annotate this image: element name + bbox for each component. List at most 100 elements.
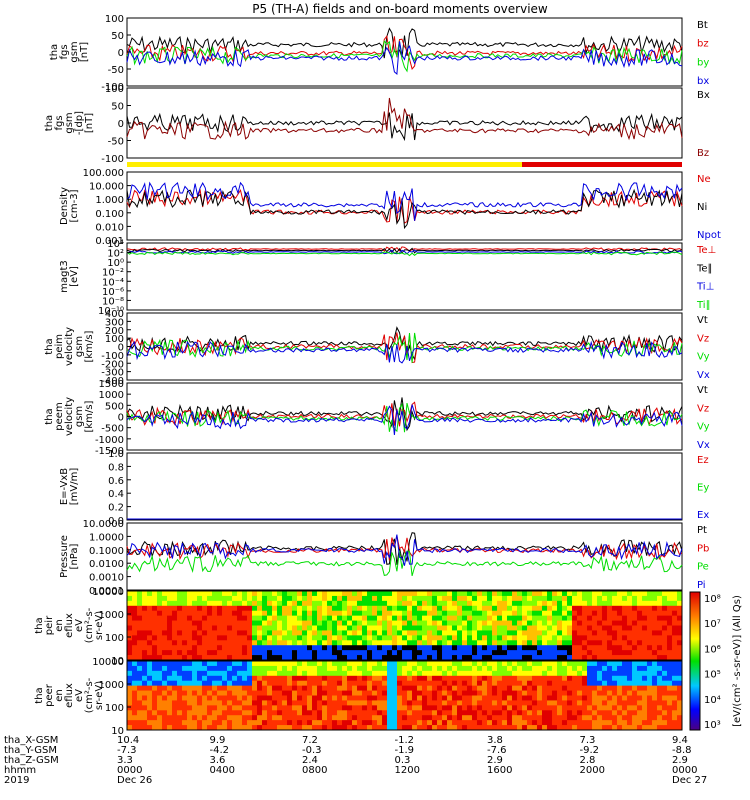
heatmap-cell: [332, 605, 338, 612]
heatmap-cell: [132, 640, 138, 646]
heatmap-cell: [522, 680, 528, 687]
heatmap-cell: [402, 725, 408, 731]
heatmap-cell: [237, 715, 243, 721]
heatmap-cell: [577, 680, 583, 687]
heatmap-cell: [627, 680, 633, 687]
heatmap-cell: [212, 685, 218, 691]
heatmap-cell: [362, 635, 368, 641]
heatmap-cell: [132, 725, 138, 731]
heatmap-cell: [227, 655, 233, 661]
heatmap-cell: [552, 695, 558, 701]
heatmap-cell: [602, 600, 608, 607]
heatmap-cell: [212, 591, 218, 597]
heatmap-cell: [332, 690, 338, 696]
heatmap-cell: [302, 710, 308, 716]
heatmap-cell: [517, 665, 523, 672]
heatmap-cell: [252, 650, 258, 656]
heatmap-cell: [617, 705, 623, 711]
heatmap-cell: [472, 715, 478, 721]
heatmap-cell: [542, 720, 548, 726]
series-line-Npot: [126, 181, 683, 221]
heatmap-cell: [387, 661, 393, 667]
heatmap-cell: [632, 645, 638, 651]
heatmap-cell: [647, 715, 653, 721]
heatmap-cell: [647, 705, 653, 711]
heatmap-cell: [597, 610, 603, 617]
heatmap-cell: [322, 615, 328, 621]
heatmap-cell: [492, 595, 498, 602]
heatmap-cell: [432, 700, 438, 706]
heatmap-cell: [347, 715, 353, 721]
heatmap-cell: [152, 595, 158, 602]
heatmap-cell: [587, 680, 593, 687]
heatmap-cell: [247, 655, 253, 661]
heatmap-cell: [452, 715, 458, 721]
heatmap-cell: [562, 675, 568, 682]
y-label-line: velocity: [64, 397, 75, 436]
heatmap-cell: [477, 645, 483, 651]
heatmap-cell: [377, 591, 383, 597]
heatmap-cell: [542, 640, 548, 646]
heatmap-cell: [517, 605, 523, 612]
heatmap-cell: [647, 600, 653, 607]
heatmap-cell: [647, 650, 653, 656]
heatmap-cell: [317, 665, 323, 672]
heatmap-cell: [432, 591, 438, 597]
colorbar-label: [eV/(cm² -s-sr-eV)] (All Qs): [732, 595, 743, 727]
heatmap-cell: [597, 705, 603, 711]
heatmap-cell: [457, 625, 463, 631]
heatmap-cell: [252, 700, 258, 706]
heatmap-cell: [562, 690, 568, 696]
heatmap-cell: [672, 610, 678, 617]
heatmap-cell: [252, 680, 258, 687]
heatmap-cell: [132, 705, 138, 711]
heatmap-cell: [632, 595, 638, 602]
heatmap-cell: [572, 675, 578, 682]
heatmap-cell: [172, 600, 178, 607]
heatmap-cell: [667, 591, 673, 597]
heatmap-cell: [427, 680, 433, 687]
heatmap-cell: [367, 705, 373, 711]
heatmap-cell: [657, 650, 663, 656]
heatmap-cell: [627, 705, 633, 711]
heatmap-cell: [457, 695, 463, 701]
heatmap-cell: [622, 610, 628, 617]
heatmap-cell: [437, 720, 443, 726]
heatmap-cell: [197, 620, 203, 626]
heatmap-cell: [237, 725, 243, 731]
heatmap-cell: [597, 630, 603, 636]
heatmap-cell: [242, 615, 248, 621]
heatmap-cell: [237, 591, 243, 597]
heatmap-cell: [432, 670, 438, 677]
heatmap-cell: [417, 661, 423, 667]
x-tick-date: Dec 26: [117, 775, 152, 786]
heatmap-cell: [572, 680, 578, 687]
heatmap-cell: [232, 710, 238, 716]
heatmap-cell: [272, 595, 278, 602]
heatmap-cell: [187, 605, 193, 612]
heatmap-cell: [587, 645, 593, 651]
heatmap-cell: [397, 685, 403, 691]
heatmap-cell: [462, 645, 468, 651]
heatmap-cell: [382, 615, 388, 621]
heatmap-cell: [152, 645, 158, 651]
heatmap-cell: [402, 615, 408, 621]
heatmap-cell: [387, 725, 393, 731]
heatmap-cell: [202, 675, 208, 682]
heatmap-cell: [412, 605, 418, 612]
heatmap-cell: [562, 665, 568, 672]
heatmap-cell: [582, 645, 588, 651]
y-axis-label: magt3 [eV]: [59, 260, 80, 293]
heatmap-cell: [377, 620, 383, 626]
heatmap-cell: [292, 720, 298, 726]
heatmap-cell: [502, 725, 508, 731]
heatmap-cell: [362, 645, 368, 651]
heatmap-cell: [167, 680, 173, 687]
heatmap-cell: [457, 720, 463, 726]
heatmap-cell: [477, 600, 483, 607]
heatmap-cell: [162, 695, 168, 701]
heatmap-cell: [182, 710, 188, 716]
heatmap-cell: [222, 670, 228, 677]
heatmap-cell: [287, 665, 293, 672]
heatmap-cell: [267, 620, 273, 626]
